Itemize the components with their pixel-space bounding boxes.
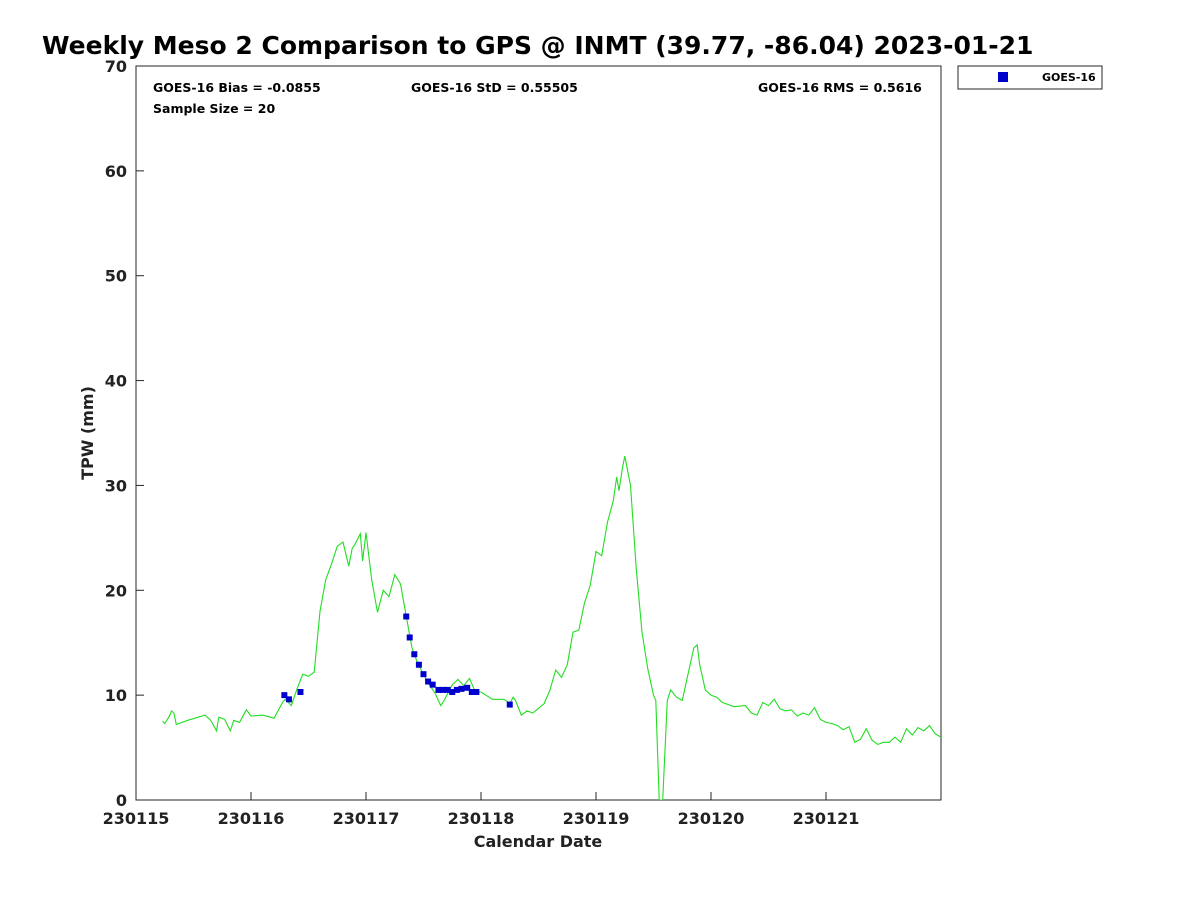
legend: GOES-16 [957, 65, 1103, 90]
x-tick-label: 230119 [563, 809, 630, 828]
goes16-data-point [506, 701, 513, 708]
std-stat: GOES-16 StD = 0.55505 [411, 80, 578, 95]
legend-box [957, 65, 1103, 90]
goes16-data-point [468, 688, 475, 695]
x-tick-label: 230120 [678, 809, 745, 828]
y-tick-label: 70 [105, 57, 127, 76]
rms-stat: GOES-16 RMS = 0.5616 [758, 80, 922, 95]
sample-size-stat: Sample Size = 20 [153, 101, 275, 116]
x-tick-label: 230116 [218, 809, 285, 828]
x-tick-label: 230121 [793, 809, 860, 828]
y-tick-label: 20 [105, 581, 127, 600]
bias-stat: GOES-16 Bias = -0.0855 [153, 80, 321, 95]
goes16-data-point [464, 684, 471, 691]
goes16-data-point [458, 685, 465, 692]
legend-label-goes16: GOES-16 [1042, 71, 1096, 84]
y-axis-label: TPW (mm) [78, 386, 97, 480]
x-axis-ticks: 230115 230116 230117 230118 230119 230120 2301… [103, 792, 860, 828]
goes16-data-point [444, 686, 451, 693]
x-tick-label: 230115 [103, 809, 170, 828]
y-tick-label: 10 [105, 686, 127, 705]
goes16-data-point [411, 651, 418, 658]
goes16-data-point [403, 613, 410, 620]
x-tick-label: 230118 [448, 809, 515, 828]
goes16-data-point [420, 671, 427, 678]
y-tick-label: 50 [105, 267, 127, 286]
goes16-data-point [473, 688, 480, 695]
goes16-data-point [435, 686, 442, 693]
goes16-data-point [453, 686, 460, 693]
goes16-data-point [425, 678, 432, 685]
goes16-data-point [440, 686, 447, 693]
y-tick-label: 30 [105, 476, 127, 495]
goes16-data-point [449, 688, 456, 695]
goes16-data-point [285, 696, 292, 703]
x-axis-label: Calendar Date [474, 832, 603, 851]
goes16-data-point [429, 681, 436, 688]
series-layer [162, 455, 941, 800]
y-tick-label: 40 [105, 372, 127, 391]
goes16-data-point [297, 688, 304, 695]
goes16-data-point [406, 634, 413, 641]
plot-area [135, 65, 942, 801]
legend-marker-goes16 [998, 72, 1008, 82]
goes16-data-point [415, 661, 422, 668]
goes16-data-point [281, 692, 288, 699]
x-tick-label: 230117 [333, 809, 400, 828]
y-axis-ticks: 0 10 20 30 40 50 60 70 [105, 57, 144, 810]
gps-tpw-line [162, 455, 941, 800]
y-tick-label: 60 [105, 162, 127, 181]
chart-title: Weekly Meso 2 Comparison to GPS @ INMT (… [42, 31, 1033, 60]
y-tick-label: 0 [116, 791, 127, 810]
